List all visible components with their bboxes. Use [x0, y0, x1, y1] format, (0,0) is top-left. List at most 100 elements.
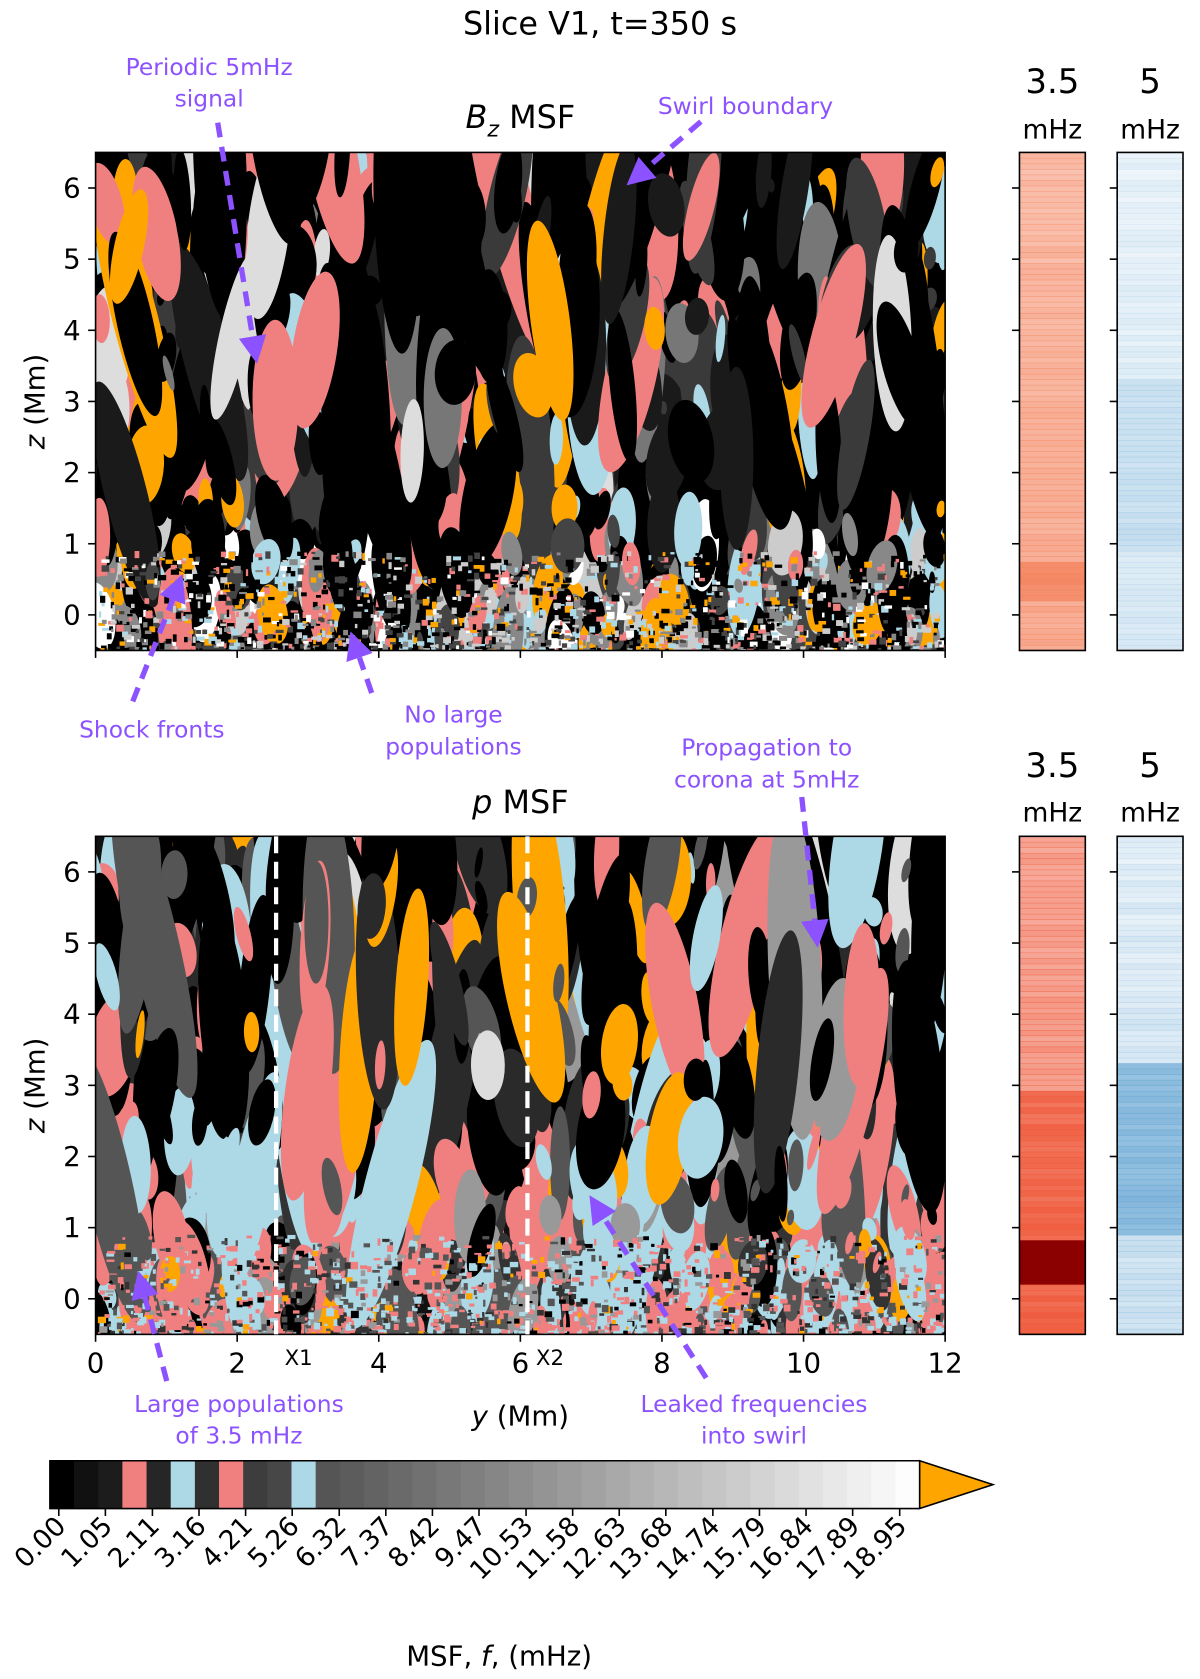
title-text: MSF — [499, 98, 575, 136]
map-noise — [130, 625, 138, 632]
map-patch — [204, 415, 237, 506]
side-bar-stripe — [1019, 395, 1086, 403]
map-noise — [695, 568, 699, 572]
map-noise — [261, 644, 270, 648]
map-noise — [436, 644, 439, 649]
map-noise — [729, 634, 733, 641]
map-noise — [762, 562, 766, 567]
side-bar-stripe — [1117, 473, 1184, 480]
map-noise — [539, 648, 542, 651]
map-noise — [291, 646, 295, 651]
map-noise — [771, 621, 780, 627]
side-bar-stripe — [1019, 229, 1086, 237]
map-noise — [567, 565, 574, 572]
map-noise — [430, 644, 437, 648]
map-patch — [416, 1199, 453, 1290]
map-noise — [943, 644, 946, 648]
map-noise — [511, 617, 518, 622]
map-noise — [645, 553, 650, 561]
map-noise — [223, 643, 227, 649]
map-noise — [945, 647, 946, 650]
map-noise — [400, 643, 403, 649]
map-noise — [636, 610, 645, 615]
side-bar-stripe — [1117, 567, 1184, 574]
map-noise — [330, 599, 334, 603]
map-noise — [464, 627, 471, 631]
map-noise — [313, 1288, 317, 1294]
side-bar-stripe — [1019, 379, 1086, 386]
map-noise — [478, 1273, 483, 1279]
map-noise — [739, 552, 744, 558]
side-bar-stripe — [1019, 495, 1086, 502]
map-noise — [102, 628, 111, 631]
map-noise — [867, 588, 871, 594]
map-noise — [520, 588, 528, 595]
map-noise — [192, 561, 199, 565]
side-bar-stripe — [1019, 506, 1086, 513]
map-noise — [737, 565, 743, 571]
side-bar-stripe — [1117, 445, 1184, 452]
map-noise — [918, 601, 925, 608]
side-bar-stripe — [1117, 174, 1184, 181]
map-noise — [463, 1245, 472, 1248]
side-bar-stripe — [1019, 307, 1086, 314]
map-noise — [644, 580, 648, 584]
map-noise — [766, 635, 772, 641]
map-noise — [885, 584, 889, 588]
map-noise — [661, 640, 669, 645]
map-noise — [900, 570, 905, 576]
side-bar-stripe — [1117, 429, 1184, 436]
annotation-text: Shock fronts — [79, 716, 224, 744]
map-noise — [357, 563, 361, 569]
map-noise — [285, 624, 291, 628]
map-noise — [584, 1243, 593, 1248]
map-noise — [310, 577, 317, 583]
map-noise — [923, 554, 927, 559]
map-noise — [137, 1270, 146, 1279]
map-noise — [873, 591, 879, 595]
map-patch — [292, 152, 332, 221]
side-bar-stripe — [1019, 556, 1086, 563]
map-noise — [425, 615, 433, 621]
map-noise — [233, 565, 241, 574]
annotation-arrow-head — [626, 156, 657, 186]
map-noise — [903, 646, 911, 651]
map-noise — [595, 633, 600, 637]
map-patch — [299, 152, 365, 264]
map-noise — [458, 565, 463, 572]
map-noise — [647, 623, 652, 629]
map-noise — [938, 1317, 944, 1323]
map-noise — [335, 638, 339, 642]
map-noise — [604, 1325, 611, 1330]
map-noise — [339, 560, 345, 568]
map-noise — [299, 562, 307, 566]
map-patch — [786, 1209, 795, 1226]
map-noise — [594, 1330, 602, 1335]
side-bar-stripe — [1019, 445, 1086, 452]
map-noise — [693, 557, 701, 565]
map-noise — [542, 604, 546, 610]
map-noise — [338, 640, 343, 648]
map-noise — [755, 602, 758, 606]
map-noise — [605, 1332, 609, 1335]
map-noise — [323, 614, 326, 619]
map-noise — [204, 638, 213, 646]
map-noise — [245, 569, 249, 577]
map-noise — [821, 574, 825, 578]
side-bar-stripe — [1117, 373, 1184, 380]
map-noise — [191, 645, 196, 651]
map-noise — [586, 1323, 590, 1329]
side-bar-stripe — [1019, 644, 1086, 652]
map-patch — [400, 399, 424, 503]
side-bar-stripe — [1117, 523, 1184, 530]
map-noise — [337, 552, 340, 557]
map-noise — [390, 644, 393, 651]
map-noise — [849, 639, 853, 642]
map-noise — [601, 647, 604, 651]
side-bar-stripe — [1019, 346, 1086, 353]
map-noise — [296, 1250, 305, 1257]
map-noise — [831, 614, 835, 621]
map-noise — [440, 1269, 448, 1275]
map-noise — [681, 621, 689, 629]
map-noise — [187, 582, 197, 590]
